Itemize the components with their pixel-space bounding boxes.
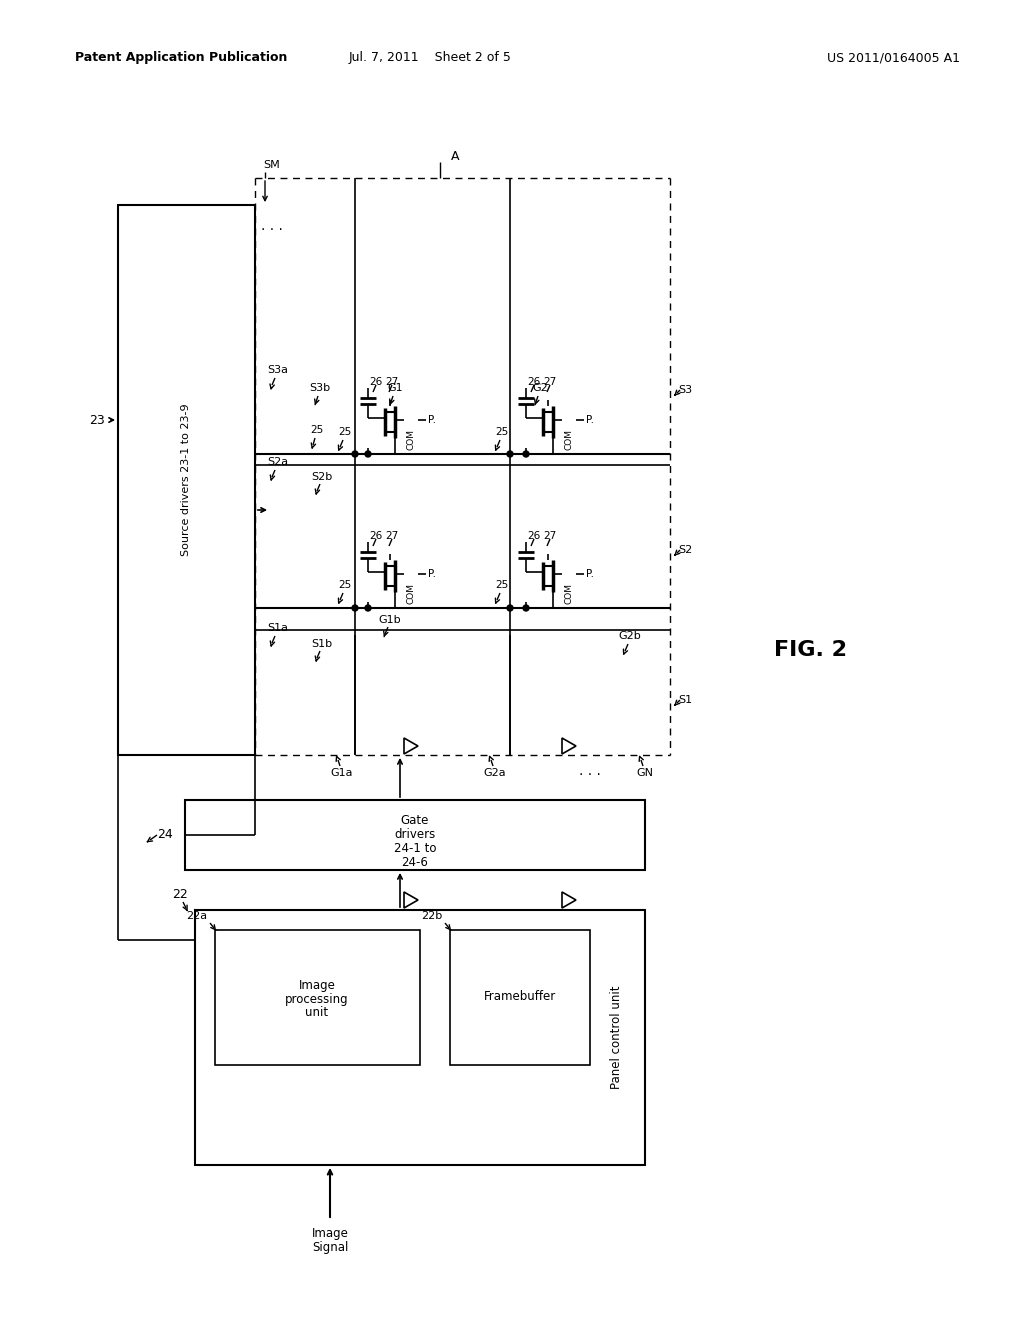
Text: 26: 26	[527, 531, 541, 541]
Circle shape	[507, 605, 513, 611]
Text: G2: G2	[532, 383, 548, 393]
Text: drivers: drivers	[394, 829, 435, 842]
Text: COM: COM	[564, 583, 573, 605]
Text: 26: 26	[370, 531, 383, 541]
Text: 27: 27	[385, 378, 398, 387]
Text: Patent Application Publication: Patent Application Publication	[75, 51, 288, 65]
Bar	[450, 931, 590, 1065]
Text: 27: 27	[544, 378, 557, 387]
Text: 25: 25	[338, 579, 351, 590]
Text: 27: 27	[385, 531, 398, 541]
Text: 23: 23	[89, 413, 104, 426]
Text: Image: Image	[311, 1226, 348, 1239]
Text: Jul. 7, 2011    Sheet 2 of 5: Jul. 7, 2011 Sheet 2 of 5	[348, 51, 511, 65]
Text: FIG. 2: FIG. 2	[773, 640, 847, 660]
Text: G1a: G1a	[331, 768, 353, 777]
Text: A: A	[451, 150, 459, 164]
Text: S1: S1	[678, 696, 692, 705]
Circle shape	[507, 451, 513, 457]
Text: 22b: 22b	[421, 911, 442, 921]
Circle shape	[352, 605, 358, 611]
Circle shape	[523, 605, 529, 611]
Text: 25: 25	[338, 426, 351, 437]
Bar	[195, 909, 645, 1166]
Circle shape	[365, 605, 371, 611]
Text: S2: S2	[678, 545, 692, 554]
Text: 24-6: 24-6	[401, 857, 428, 870]
Circle shape	[523, 451, 529, 457]
Bar	[215, 931, 420, 1065]
Text: 24: 24	[157, 829, 173, 842]
Text: S3: S3	[678, 385, 692, 395]
Text: 25: 25	[496, 426, 509, 437]
Text: COM: COM	[407, 583, 416, 605]
Polygon shape	[562, 738, 575, 754]
Text: SM: SM	[263, 160, 281, 170]
Text: G1b: G1b	[379, 615, 401, 624]
Text: Signal: Signal	[312, 1242, 348, 1254]
Text: 26: 26	[370, 378, 383, 387]
Text: S2a: S2a	[267, 457, 289, 467]
Text: S2b: S2b	[311, 473, 333, 482]
Text: · · ·: · · ·	[261, 223, 283, 238]
Text: P.: P.	[586, 414, 594, 425]
Circle shape	[365, 451, 371, 457]
Text: Gate: Gate	[400, 814, 429, 828]
Text: Framebuffer: Framebuffer	[484, 990, 556, 1003]
Polygon shape	[404, 738, 418, 754]
Bar	[118, 205, 255, 755]
Text: COM: COM	[564, 429, 573, 450]
Text: Source drivers 23-1 to 23-9: Source drivers 23-1 to 23-9	[181, 404, 191, 556]
Text: S3a: S3a	[267, 366, 289, 375]
Polygon shape	[562, 892, 575, 908]
Circle shape	[352, 451, 358, 457]
Text: 25: 25	[310, 425, 324, 436]
Text: G1: G1	[387, 383, 402, 393]
Text: G2b: G2b	[618, 631, 641, 642]
Text: 25: 25	[496, 579, 509, 590]
Text: unit: unit	[305, 1006, 329, 1019]
Text: 22: 22	[172, 887, 187, 900]
Text: 24-1 to: 24-1 to	[394, 842, 436, 855]
Text: 26: 26	[527, 378, 541, 387]
Text: P.: P.	[428, 569, 436, 579]
Text: · · ·: · · ·	[579, 768, 601, 781]
Text: COM: COM	[407, 429, 416, 450]
Text: 27: 27	[544, 531, 557, 541]
Text: Panel control unit: Panel control unit	[610, 985, 624, 1089]
Text: GN: GN	[637, 768, 653, 777]
Text: S1b: S1b	[311, 639, 333, 649]
Text: US 2011/0164005 A1: US 2011/0164005 A1	[827, 51, 961, 65]
Text: 22a: 22a	[186, 911, 208, 921]
Bar	[185, 800, 645, 870]
Text: S1a: S1a	[267, 623, 289, 634]
Polygon shape	[404, 892, 418, 908]
Text: S3b: S3b	[309, 383, 331, 393]
Text: P.: P.	[428, 414, 436, 425]
Text: Image: Image	[299, 978, 336, 991]
Text: P.: P.	[586, 569, 594, 579]
Text: G2a: G2a	[483, 768, 506, 777]
Text: processing: processing	[286, 993, 349, 1006]
